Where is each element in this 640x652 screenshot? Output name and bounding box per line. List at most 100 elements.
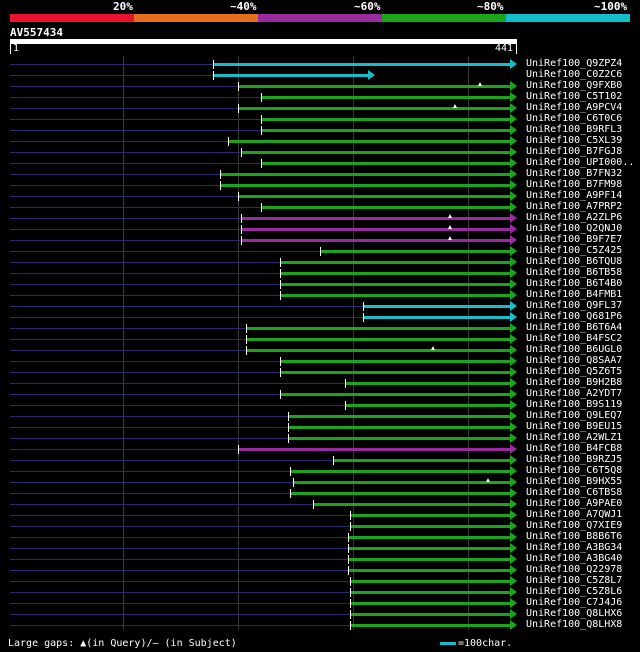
hit-id-link[interactable]: UniRef100_B7FN32 <box>526 168 623 179</box>
hit-row[interactable]: UniRef100_B6TQU8 <box>0 256 640 268</box>
hit-row[interactable]: UniRef100_A2YDT7 <box>0 388 640 400</box>
hit-row[interactable]: UniRef100_B4FSC2 <box>0 333 640 345</box>
hit-row[interactable]: UniRef100_B9F7E7 <box>0 234 640 246</box>
hit-row[interactable]: UniRef100_Q8LHX6 <box>0 608 640 620</box>
hit-id-link[interactable]: UniRef100_B9S119 <box>526 399 623 410</box>
alignment-bar[interactable] <box>280 356 517 366</box>
hit-row[interactable]: UniRef100_Q9FL37 <box>0 300 640 312</box>
hit-id-link[interactable]: UniRef100_Q8LHX6 <box>526 608 623 619</box>
alignment-bar[interactable] <box>228 136 517 146</box>
hit-id-link[interactable]: UniRef100_C5XL39 <box>526 135 623 146</box>
hit-id-link[interactable]: UniRef100_B6UGL0 <box>526 344 623 355</box>
hit-row[interactable]: UniRef100_C5T102 <box>0 91 640 103</box>
hit-row[interactable]: UniRef100_B9EU15 <box>0 421 640 433</box>
alignment-bar[interactable] <box>345 400 517 410</box>
hit-id-link[interactable]: UniRef100_B9HX55 <box>526 476 623 487</box>
hit-id-link[interactable]: UniRef100_B6T6A4 <box>526 322 623 333</box>
hit-row[interactable]: UniRef100_B7FN32 <box>0 168 640 180</box>
hit-id-link[interactable]: UniRef100_A3BG40 <box>526 553 623 564</box>
alignment-bar[interactable] <box>288 433 517 443</box>
alignment-bar[interactable] <box>350 521 517 531</box>
alignment-bar[interactable] <box>350 510 517 520</box>
hit-id-link[interactable]: UniRef100_A2WLZ1 <box>526 432 623 443</box>
hit-id-link[interactable]: UniRef100_Q681P6 <box>526 311 623 322</box>
hit-row[interactable]: UniRef100_Q681P6 <box>0 311 640 323</box>
alignment-bar[interactable] <box>348 565 517 575</box>
hit-row[interactable]: UniRef100_Q7XIE9 <box>0 520 640 532</box>
hit-id-link[interactable]: UniRef100_B6TQU8 <box>526 256 623 267</box>
hit-id-link[interactable]: UniRef100_A7QWJ1 <box>526 509 623 520</box>
hit-id-link[interactable]: UniRef100_Q7XIE9 <box>526 520 623 531</box>
hit-row[interactable]: UniRef100_A7PRP2 <box>0 201 640 213</box>
hit-id-link[interactable]: UniRef100_C6T5Q8 <box>526 465 623 476</box>
alignment-bar[interactable] <box>261 125 517 135</box>
alignment-bar[interactable] <box>241 147 517 157</box>
hit-row[interactable]: UniRef100_Q8SAA7 <box>0 355 640 367</box>
hit-id-link[interactable]: UniRef100_B7FGJ8 <box>526 146 623 157</box>
hit-id-link[interactable]: UniRef100_C5Z8L6 <box>526 586 623 597</box>
alignment-bar[interactable] <box>241 224 517 234</box>
alignment-bar[interactable] <box>280 268 517 278</box>
alignment-bar[interactable] <box>246 323 517 333</box>
hit-row[interactable]: UniRef100_B9RFL3 <box>0 124 640 136</box>
alignment-bar[interactable] <box>293 477 517 487</box>
hit-id-link[interactable]: UniRef100_A9PAE0 <box>526 498 623 509</box>
hit-row[interactable]: UniRef100_B9S119 <box>0 399 640 411</box>
alignment-bar[interactable] <box>246 334 517 344</box>
hit-id-link[interactable]: UniRef100_A9PF14 <box>526 190 623 201</box>
hit-row[interactable]: UniRef100_B6T6A4 <box>0 322 640 334</box>
alignment-bar[interactable] <box>241 213 517 223</box>
hit-id-link[interactable]: UniRef100_A2ZLP6 <box>526 212 623 223</box>
hit-id-link[interactable]: UniRef100_B6TB58 <box>526 267 623 278</box>
hit-row[interactable]: UniRef100_A2WLZ1 <box>0 432 640 444</box>
hit-row[interactable]: UniRef100_B6TB58 <box>0 267 640 279</box>
hit-id-link[interactable]: UniRef100_B9RFL3 <box>526 124 623 135</box>
alignment-bar[interactable] <box>350 620 517 630</box>
hit-row[interactable]: UniRef100_Q5Z6T5 <box>0 366 640 378</box>
alignment-bar[interactable] <box>261 114 517 124</box>
hit-id-link[interactable]: UniRef100_B8B6T6 <box>526 531 623 542</box>
hit-id-link[interactable]: UniRef100_C0Z2C6 <box>526 69 623 80</box>
alignment-bar[interactable] <box>290 488 517 498</box>
alignment-bar[interactable] <box>238 81 517 91</box>
hit-row[interactable]: UniRef100_C5Z8L6 <box>0 586 640 598</box>
hit-id-link[interactable]: UniRef100_Q9LEQ7 <box>526 410 623 421</box>
hit-id-link[interactable]: UniRef100_Q9FL37 <box>526 300 623 311</box>
hit-id-link[interactable]: UniRef100_C7J4J6 <box>526 597 623 608</box>
hit-row[interactable]: UniRef100_C5Z8L7 <box>0 575 640 587</box>
hit-row[interactable]: UniRef100_UPI000.. <box>0 157 640 169</box>
alignment-bar[interactable] <box>320 246 517 256</box>
hit-row[interactable]: UniRef100_B7FM98 <box>0 179 640 191</box>
hit-row[interactable]: UniRef100_Q9LEQ7 <box>0 410 640 422</box>
alignment-bar[interactable] <box>345 378 517 388</box>
alignment-bar[interactable] <box>280 367 517 377</box>
hit-row[interactable]: UniRef100_B9HX55 <box>0 476 640 488</box>
alignment-bar[interactable] <box>280 279 517 289</box>
alignment-bar[interactable] <box>288 422 517 432</box>
hit-row[interactable]: UniRef100_C6T5Q8 <box>0 465 640 477</box>
hit-id-link[interactable]: UniRef100_B7FM98 <box>526 179 623 190</box>
hit-row[interactable]: UniRef100_A3BG40 <box>0 553 640 565</box>
hit-id-link[interactable]: UniRef100_B9F7E7 <box>526 234 623 245</box>
alignment-bar[interactable] <box>246 345 517 355</box>
hit-id-link[interactable]: UniRef100_Q9FXB0 <box>526 80 623 91</box>
hit-id-link[interactable]: UniRef100_C5Z8L7 <box>526 575 623 586</box>
hit-id-link[interactable]: UniRef100_C6T0C6 <box>526 113 623 124</box>
hit-id-link[interactable]: UniRef100_Q22978 <box>526 564 623 575</box>
alignment-bar[interactable] <box>280 257 517 267</box>
alignment-bar[interactable] <box>261 202 517 212</box>
hit-id-link[interactable]: UniRef100_Q2QNJ0 <box>526 223 623 234</box>
alignment-bar[interactable] <box>348 554 517 564</box>
hit-row[interactable]: UniRef100_B6UGL0 <box>0 344 640 356</box>
hit-row[interactable]: UniRef100_C6T0C6 <box>0 113 640 125</box>
hit-row[interactable]: UniRef100_C5XL39 <box>0 135 640 147</box>
hit-row[interactable]: UniRef100_B9RZJ5 <box>0 454 640 466</box>
hit-row[interactable]: UniRef100_A7QWJ1 <box>0 509 640 521</box>
hit-row[interactable]: UniRef100_C7J4J6 <box>0 597 640 609</box>
hit-id-link[interactable]: UniRef100_C5T102 <box>526 91 623 102</box>
hit-row[interactable]: UniRef100_Q2QNJ0 <box>0 223 640 235</box>
hit-row[interactable]: UniRef100_B6T4B0 <box>0 278 640 290</box>
alignment-bar[interactable] <box>241 235 517 245</box>
alignment-bar[interactable] <box>363 301 517 311</box>
hit-id-link[interactable]: UniRef100_UPI000.. <box>526 157 635 168</box>
